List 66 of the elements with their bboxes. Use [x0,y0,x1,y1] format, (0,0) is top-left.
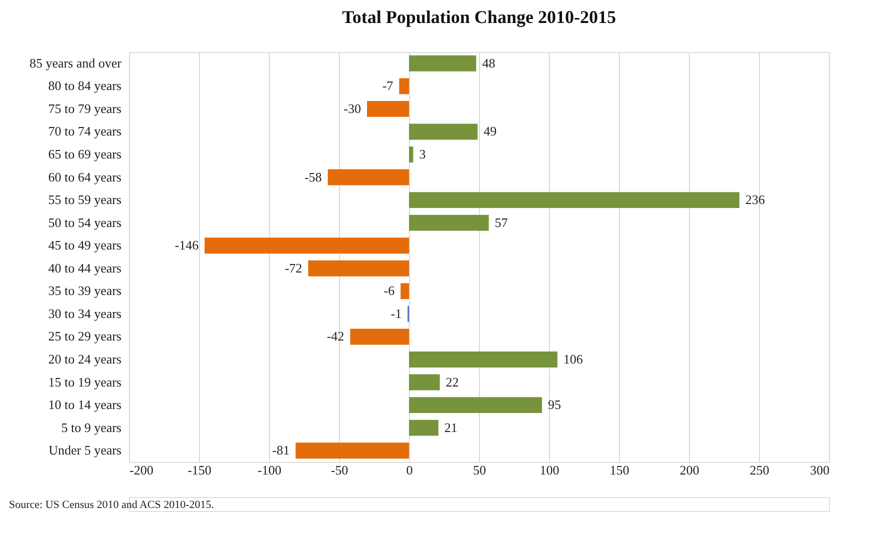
x-tick-label: -50 [330,462,348,478]
bar [308,260,409,276]
data-label: 95 [548,397,561,412]
y-tick-label: 55 to 59 years [48,192,122,208]
bar [328,169,409,186]
x-tick-label: -150 [188,462,212,478]
y-tick-label: 60 to 64 years [48,169,122,184]
bar [409,55,476,72]
data-label: 57 [494,214,508,230]
bar [296,442,409,459]
data-label: 49 [484,124,497,139]
x-tick-label: 250 [750,462,770,478]
x-tick-label: 200 [680,462,700,478]
data-label: -30 [344,100,361,116]
y-tick-label: 35 to 39 years [48,283,122,298]
bar [350,328,409,345]
data-label: -81 [272,442,290,458]
bar [409,146,414,162]
data-label: -146 [174,238,200,253]
y-tick-label: 5 to 9 years [61,420,122,435]
y-tick-label: 75 to 79 years [48,100,122,116]
data-label: -7 [382,78,394,94]
data-label: -42 [326,328,344,344]
bar [409,420,438,436]
bar [409,397,542,414]
x-tick-label: 300 [810,462,830,478]
bar [400,283,409,300]
bar [367,100,409,117]
chart-title: Total Population Change 2010-2015 [342,7,616,27]
y-tick-label: 70 to 74 years [48,124,122,139]
y-tick-label: 30 to 34 years [48,306,122,321]
bar [409,374,440,390]
x-tick-label: -100 [258,462,282,478]
data-label: -72 [284,260,302,276]
data-label: 22 [446,374,459,390]
bar [409,192,740,208]
data-label: 21 [444,420,458,435]
x-tick-label: -200 [130,462,154,478]
y-tick-label: 25 to 29 years [48,328,122,344]
y-tick-label: 50 to 54 years [48,214,122,230]
y-tick-label: 10 to 14 years [48,397,122,412]
bar [399,78,409,94]
x-tick-label: 100 [540,462,560,478]
data-label: -6 [384,283,396,298]
y-tick-label: 85 years and over [29,55,122,70]
data-label: -1 [390,306,402,321]
bar [204,238,409,254]
bar [409,124,478,140]
data-label: 48 [482,55,496,70]
data-label: 106 [563,352,584,366]
bar [409,214,489,231]
y-tick-label: Under 5 years [48,442,122,458]
y-tick-label: 65 to 69 years [48,146,122,162]
y-tick-label: 20 to 24 years [48,352,122,366]
x-tick-label: 150 [610,462,630,478]
x-tick-label: 50 [473,462,486,478]
data-label: 3 [419,146,426,162]
source-note: Source: US Census 2010 and ACS 2010-2015. [9,499,214,511]
y-tick-label: 45 to 49 years [48,238,122,253]
x-tick-label: 0 [406,462,413,478]
data-label: -58 [304,169,322,184]
data-label: 236 [745,192,766,208]
bar [409,352,558,368]
y-tick-label: 80 to 84 years [48,78,122,94]
y-tick-label: 40 to 44 years [48,260,122,276]
y-tick-label: 15 to 19 years [48,374,122,390]
